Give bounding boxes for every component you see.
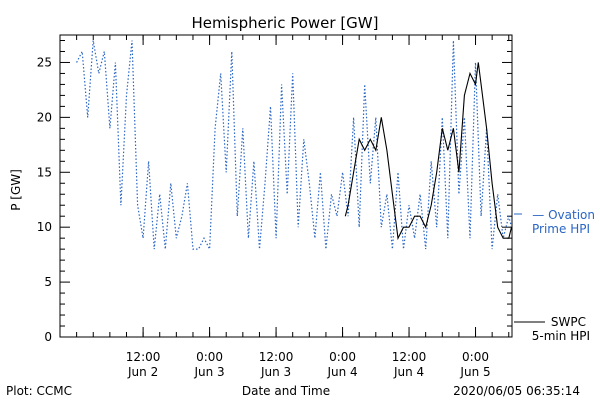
y-tick-label: 10 (37, 220, 52, 234)
series-line-1 (344, 62, 513, 241)
x-tick-label-date: Jun 2 (127, 365, 158, 379)
x-tick-label-date: Jun 3 (260, 365, 291, 379)
y-tick-label: 25 (37, 55, 52, 69)
legend-ovation-line2: Prime HPI (532, 222, 590, 236)
x-tick-label-date: Jun 3 (193, 365, 224, 379)
chart-title: Hemispheric Power [GW] (192, 14, 379, 32)
x-tick-label-date: Jun 4 (393, 365, 424, 379)
y-axis-label: P [GW] (9, 169, 23, 211)
legend-swpc-line1: SWPC (551, 315, 586, 329)
legend-ovation-line1: — Ovation (532, 208, 595, 222)
x-tick-label-time: 0:00 (329, 350, 356, 364)
x-tick-label-date: Jun 4 (326, 365, 357, 379)
footer-left-label: Plot: CCMC (6, 384, 72, 398)
x-tick-label-time: 12:00 (259, 350, 294, 364)
footer-timestamp: 2020/06/05 06:35:14 (453, 384, 580, 398)
x-tick-label-date: Jun 5 (459, 365, 490, 379)
y-tick-label: 5 (44, 275, 52, 289)
y-tick-label: 0 (44, 330, 52, 344)
y-ticks: 0 5 10 15 20 25 (37, 39, 512, 344)
y-tick-label: 15 (37, 165, 52, 179)
legend-swpc-line2: 5-min HPI (532, 329, 590, 343)
x-tick-label-time: 0:00 (196, 350, 223, 364)
x-tick-label-time: 12:00 (392, 350, 427, 364)
x-tick-label-time: 0:00 (462, 350, 489, 364)
series-group (76, 40, 513, 252)
x-tick-label-time: 12:00 (126, 350, 161, 364)
plot-frame (59, 34, 513, 338)
y-tick-label: 20 (37, 110, 52, 124)
x-axis-label: Date and Time (242, 384, 330, 398)
series-line-0 (76, 40, 513, 252)
